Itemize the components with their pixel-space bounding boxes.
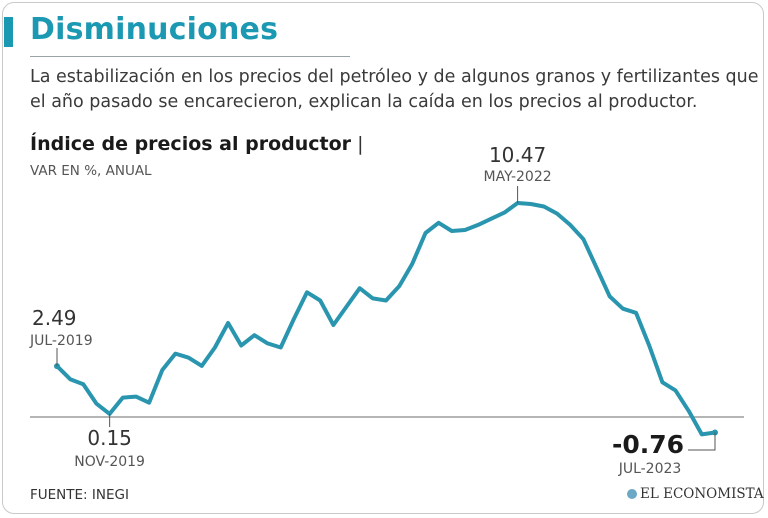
data-point	[200, 364, 203, 368]
page-subtitle: La estabilización en los precios del pet…	[30, 67, 759, 112]
annotation-date: JUL-2023	[618, 461, 682, 477]
data-point	[371, 297, 375, 300]
data-point	[490, 217, 493, 220]
data-point	[687, 409, 690, 413]
data-point	[608, 295, 611, 298]
data-point	[68, 377, 72, 381]
data-point	[555, 212, 559, 215]
data-point	[253, 334, 256, 337]
data-point	[226, 321, 230, 325]
chart-title: Índice de precios al productor |	[30, 133, 363, 155]
brand-logo: EL ECONOMISTA	[627, 486, 764, 502]
data-point	[332, 323, 335, 327]
title-divider	[30, 56, 350, 57]
data-point	[437, 221, 440, 225]
data-point	[648, 344, 651, 347]
data-point	[279, 346, 282, 349]
annotation-value: 10.47	[489, 143, 546, 167]
annotation-leader	[688, 432, 716, 451]
chart-title-pipe: |	[357, 133, 364, 155]
data-point	[82, 383, 85, 386]
annotation-value: 2.49	[32, 306, 77, 330]
data-point	[240, 344, 243, 347]
data-point	[634, 311, 638, 314]
series-line	[55, 201, 717, 437]
data-point	[121, 396, 125, 399]
data-point	[674, 389, 677, 392]
data-point	[569, 223, 572, 227]
data-point	[476, 223, 480, 227]
annotation-value: 0.15	[87, 426, 132, 450]
data-point	[292, 317, 296, 321]
brand-globe-icon	[627, 489, 637, 499]
data-point	[595, 266, 598, 269]
annotation-date: JUL-2019	[29, 333, 93, 349]
data-point	[542, 205, 546, 208]
data-point	[529, 202, 532, 206]
annotation-date: MAY-2022	[484, 169, 552, 185]
data-point	[700, 433, 704, 436]
data-point	[187, 356, 190, 359]
data-point	[450, 229, 453, 233]
data-point	[621, 307, 625, 310]
data-point	[161, 368, 164, 372]
chart-units-label: VAR EN %, ANUAL	[30, 163, 152, 179]
chart-title-text: Índice de precios al productor	[30, 133, 352, 155]
data-point	[358, 287, 361, 290]
data-point	[213, 346, 217, 349]
data-point	[134, 395, 138, 398]
data-point	[463, 228, 467, 232]
page-title: Disminuciones	[30, 12, 279, 47]
data-point	[411, 262, 414, 265]
data-point	[345, 305, 348, 308]
data-point	[319, 299, 322, 302]
data-point	[305, 291, 309, 294]
data-point	[397, 284, 401, 288]
data-point	[174, 352, 177, 355]
data-point	[424, 231, 427, 235]
data-point	[661, 381, 664, 384]
title-accent-bar	[4, 17, 13, 47]
data-point	[384, 299, 388, 302]
brand-name: EL ECONOMISTA	[640, 486, 764, 502]
data-point	[582, 237, 585, 241]
data-point	[147, 401, 151, 404]
data-point	[503, 211, 506, 214]
annotation-date: NOV-2019	[74, 454, 145, 470]
data-point	[266, 342, 269, 345]
source-note: FUENTE: INEGI	[30, 487, 129, 503]
data-point	[95, 402, 98, 405]
annotation-value: -0.76	[612, 430, 684, 459]
data-point	[108, 412, 111, 416]
